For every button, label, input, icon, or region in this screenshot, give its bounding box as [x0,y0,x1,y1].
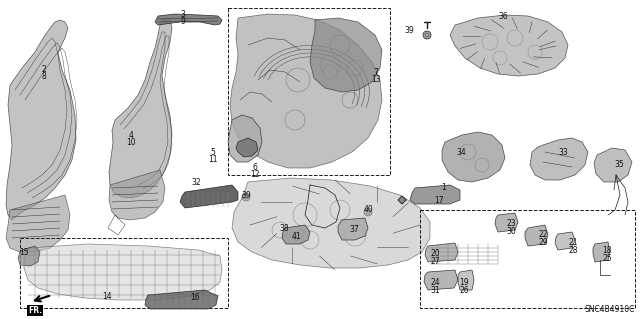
Circle shape [293,203,317,227]
Text: 20: 20 [430,249,440,258]
Polygon shape [228,115,262,162]
Text: 2: 2 [42,65,46,74]
Text: FR.: FR. [28,306,42,315]
Circle shape [323,65,337,79]
Text: 22: 22 [538,230,548,239]
Circle shape [285,110,305,130]
Text: 36: 36 [498,12,508,21]
Bar [20,238,228,308]
Circle shape [507,30,523,46]
Polygon shape [232,178,430,268]
Circle shape [342,92,358,108]
Text: 29: 29 [538,238,548,247]
Text: 4: 4 [129,131,133,140]
Text: 21: 21 [568,238,578,247]
Text: 33: 33 [558,148,568,157]
Text: 39: 39 [404,26,414,35]
Text: 30: 30 [506,227,516,236]
Text: 28: 28 [568,246,578,255]
Bar [228,8,390,175]
Text: 37: 37 [349,225,359,234]
Polygon shape [442,132,505,182]
Circle shape [320,55,340,75]
Polygon shape [458,270,474,290]
Text: 1: 1 [441,183,446,192]
Text: 35: 35 [614,160,624,169]
Polygon shape [450,15,568,76]
Text: 10: 10 [126,138,136,147]
Polygon shape [109,170,165,220]
Circle shape [330,35,350,55]
Circle shape [272,222,288,238]
Circle shape [423,31,431,39]
Polygon shape [6,195,70,252]
Text: 12: 12 [250,170,260,179]
Polygon shape [398,196,406,204]
Bar [420,210,635,308]
Text: 3: 3 [180,10,186,19]
Text: 26: 26 [459,286,469,295]
Circle shape [347,60,363,76]
Polygon shape [495,213,518,232]
Circle shape [242,193,250,201]
Text: 23: 23 [506,219,516,228]
Text: 5: 5 [211,148,216,157]
Polygon shape [18,246,40,266]
Circle shape [475,158,489,172]
Polygon shape [555,232,575,250]
Text: 24: 24 [430,278,440,287]
Polygon shape [594,148,632,182]
Polygon shape [338,218,368,240]
Polygon shape [145,290,218,309]
Text: 6: 6 [253,163,257,172]
Circle shape [482,34,498,50]
Text: 17: 17 [435,196,444,205]
Text: 32: 32 [191,178,201,187]
Circle shape [493,51,507,65]
Text: 13: 13 [371,75,381,84]
Polygon shape [593,242,610,262]
Polygon shape [410,185,460,204]
Text: 8: 8 [42,72,46,81]
Text: SNC4B4910C: SNC4B4910C [584,305,635,314]
Polygon shape [180,185,238,208]
Text: 9: 9 [180,17,186,26]
Circle shape [293,235,299,241]
Polygon shape [230,14,382,168]
Polygon shape [310,18,382,92]
Text: 31: 31 [430,286,440,295]
Circle shape [286,68,310,92]
Text: 15: 15 [19,248,29,257]
Circle shape [301,231,319,249]
Polygon shape [530,138,588,180]
Text: 39: 39 [241,191,251,200]
Polygon shape [6,20,76,220]
Text: 7: 7 [374,68,378,77]
Text: 14: 14 [102,292,112,301]
Circle shape [460,144,476,160]
Circle shape [330,200,350,220]
Text: 41: 41 [291,232,301,241]
Text: 34: 34 [456,148,466,157]
Text: 11: 11 [208,155,218,164]
Text: 19: 19 [459,278,469,287]
Text: 27: 27 [430,257,440,266]
Polygon shape [155,14,222,25]
Text: 40: 40 [364,205,374,214]
Text: 38: 38 [279,224,289,233]
Polygon shape [236,138,258,157]
Circle shape [528,45,542,59]
Polygon shape [425,243,458,262]
Polygon shape [109,18,172,198]
Polygon shape [424,270,458,290]
Circle shape [344,224,366,246]
Text: 25: 25 [602,254,612,263]
Text: 18: 18 [602,246,612,255]
Polygon shape [525,225,548,246]
Text: 16: 16 [190,293,200,302]
Circle shape [364,208,372,216]
Polygon shape [24,244,222,300]
Polygon shape [282,225,310,244]
